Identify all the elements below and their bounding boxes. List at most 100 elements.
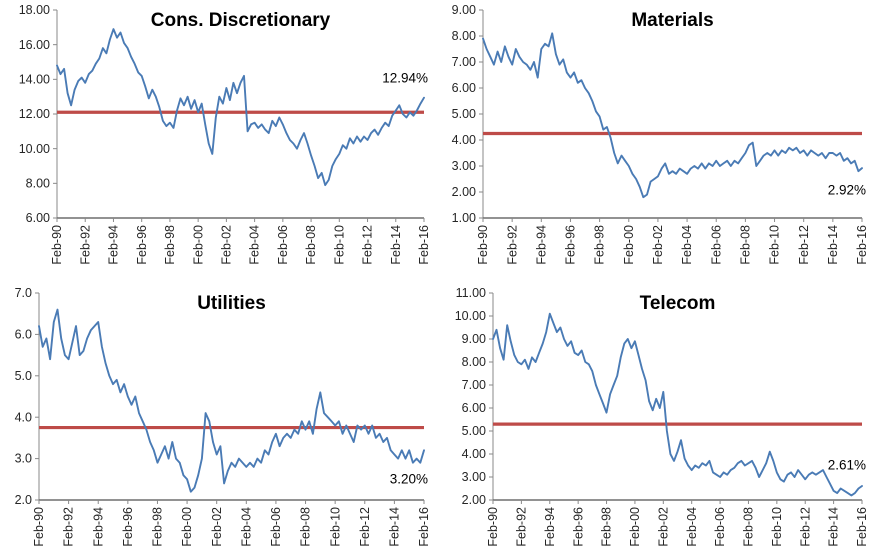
last-value-label: 12.94% [382,71,428,86]
x-tick-label: Feb-12 [797,225,811,265]
y-tick-label: 12.00 [19,107,50,121]
y-tick-label: 14.00 [19,72,50,86]
y-tick-label: 18.00 [19,3,50,17]
y-tick-label: 2.00 [462,493,486,507]
x-tick-label: Feb-00 [622,225,636,265]
x-tick-label: Feb-10 [770,507,784,547]
x-tick-label: Feb-90 [50,225,64,265]
x-tick-label: Feb-94 [543,507,557,547]
x-tick-label: Feb-02 [210,507,224,547]
x-tick-label: Feb-02 [656,507,670,547]
x-tick-label: Feb-16 [417,225,431,265]
y-tick-label: 2.00 [452,185,476,199]
y-tick-label: 6.00 [462,401,486,415]
x-tick-label: Feb-16 [417,507,431,547]
y-tick-label: 5.00 [452,107,476,121]
y-tick-label: 7.00 [452,55,476,69]
chart-canvas: 1.00 2.00 3.00 4.00 5.00 6.00 7.00 8.00 9.00 Feb-… [452,3,869,265]
x-tick-label: Feb-12 [358,507,372,547]
x-tick-label: Feb-06 [269,507,283,547]
y-tick-label: 6.00 [26,211,50,225]
y-tick-label: 10.00 [19,142,50,156]
x-tick-label: Feb-90 [476,225,490,265]
x-tick-label: Feb-02 [220,225,234,265]
chart-title: Cons. Discretionary [151,10,331,31]
x-tick-label: Feb-96 [571,507,585,547]
chart-telecom: 2.00 3.00 4.00 5.00 6.00 7.00 8.00 9.00 10.00 11.… [443,280,887,560]
x-tick-label: Feb-10 [332,225,346,265]
x-tick-label: Feb-90 [486,507,500,547]
chart-title: Utilities [197,293,266,314]
y-tick-label: 5.0 [15,369,32,383]
x-tick-label: Feb-94 [534,225,548,265]
x-tick-label: Feb-10 [768,225,782,265]
y-tick-label: 4.00 [462,447,486,461]
y-tick-label: 4.00 [452,133,476,147]
chart-canvas: 2.0 3.0 4.0 5.0 6.0 7.0 Feb-90 Feb-92 Feb-94 Feb-… [15,286,432,547]
x-tick-label: Feb-96 [121,507,135,547]
x-tick-label: Feb-92 [505,225,519,265]
chart-title: Materials [631,10,713,31]
x-tick-label: Feb-92 [78,225,92,265]
y-tick-label: 16.00 [19,38,50,52]
x-tick-label: Feb-90 [32,507,46,547]
last-value-label: 3.20% [390,471,428,486]
y-tick-label: 1.00 [452,211,476,225]
x-tick-label: Feb-96 [135,225,149,265]
y-tick-label: 6.0 [15,328,32,342]
chart-canvas: 6.00 8.00 10.00 12.00 14.00 16.00 18.00 Feb-90 F… [19,3,431,265]
chart-canvas: 2.00 3.00 4.00 5.00 6.00 7.00 8.00 9.00 10.00 11.… [455,286,869,547]
y-tick-label: 9.00 [452,3,476,17]
x-tick-label: Feb-92 [62,507,76,547]
x-tick-label: Feb-08 [739,225,753,265]
x-tick-label: Feb-14 [388,507,402,547]
y-tick-label: 3.00 [462,470,486,484]
x-tick-label: Feb-02 [651,225,665,265]
y-tick-label: 8.00 [452,29,476,43]
x-tick-label: Feb-00 [180,507,194,547]
x-tick-label: Feb-00 [191,225,205,265]
chart-title: Telecom [640,293,716,314]
x-tick-label: Feb-06 [713,507,727,547]
x-tick-label: Feb-14 [389,225,403,265]
x-tick-label: Feb-04 [248,225,262,265]
y-tick-label: 8.00 [462,355,486,369]
y-tick-label: 6.00 [452,81,476,95]
x-tick-label: Feb-10 [328,507,342,547]
last-value-label: 2.92% [828,183,866,198]
x-tick-label: Feb-14 [826,225,840,265]
chart-utilities: 2.0 3.0 4.0 5.0 6.0 7.0 Feb-90 Feb-92 Feb-94 Feb-… [0,280,443,560]
series-line [492,312,863,497]
x-tick-label: Feb-14 [827,507,841,547]
y-tick-label: 3.0 [15,452,32,466]
x-tick-label: Feb-06 [276,225,290,265]
x-tick-label: Feb-12 [798,507,812,547]
x-tick-label: Feb-12 [361,225,375,265]
y-tick-label: 3.00 [452,159,476,173]
x-tick-label: Feb-94 [91,507,105,547]
y-tick-label: 2.0 [15,493,32,507]
y-tick-label: 5.00 [462,424,486,438]
x-tick-label: Feb-06 [709,225,723,265]
x-tick-label: Feb-98 [163,225,177,265]
x-tick-label: Feb-08 [304,225,318,265]
y-tick-label: 10.00 [455,309,486,323]
chart-materials: 1.00 2.00 3.00 4.00 5.00 6.00 7.00 8.00 9.00 Feb-… [443,0,887,280]
x-tick-label: Feb-98 [151,507,165,547]
x-tick-label: Feb-04 [680,225,694,265]
x-tick-label: Feb-08 [299,507,313,547]
series-line [38,308,425,493]
y-tick-label: 7.0 [15,286,32,300]
x-tick-label: Feb-04 [239,507,253,547]
x-tick-label: Feb-94 [107,225,121,265]
y-tick-label: 11.00 [456,286,486,300]
x-tick-label: Feb-16 [855,507,869,547]
x-tick-label: Feb-98 [593,225,607,265]
x-tick-label: Feb-92 [515,507,529,547]
x-tick-label: Feb-16 [855,225,869,265]
chart-cons-discretionary: 6.00 8.00 10.00 12.00 14.00 16.00 18.00 Feb-90 F… [0,0,443,280]
last-value-label: 2.61% [828,458,866,473]
series-line [482,32,863,199]
series-line [56,28,425,187]
